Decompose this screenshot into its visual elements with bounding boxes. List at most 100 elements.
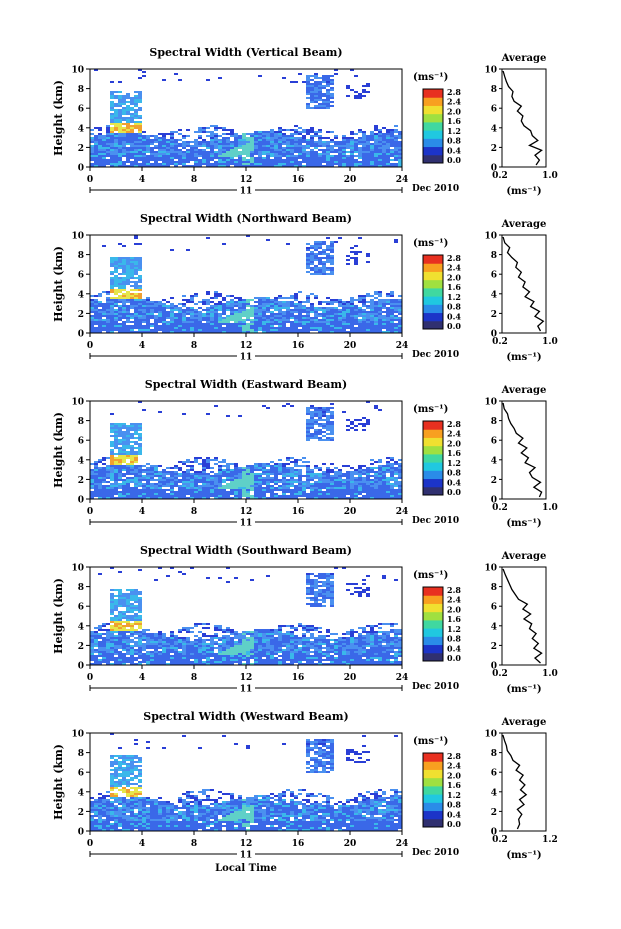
heatmap-cell: [130, 457, 134, 459]
heatmap-cell: [226, 463, 230, 465]
heatmap-cell: [290, 405, 294, 407]
heatmap-cell: [314, 497, 318, 499]
heatmap-cell: [322, 263, 326, 265]
heatmap-cell: [174, 497, 178, 499]
average-y-tick-label: 4: [491, 456, 497, 466]
heatmap-cell: [386, 155, 390, 157]
heatmap-cell: [286, 319, 290, 321]
heatmap-cell: [338, 141, 342, 143]
heatmap-cell: [382, 157, 386, 159]
heatmap-cell: [282, 467, 286, 469]
heatmap-cell: [114, 127, 118, 129]
heatmap-cell: [354, 163, 358, 165]
heatmap-cell: [262, 465, 266, 467]
heatmap-cell: [190, 487, 194, 489]
heatmap-cell: [182, 327, 186, 329]
heatmap-cell: [154, 157, 158, 159]
heatmap-cell: [318, 243, 322, 245]
heatmap-cell: [366, 161, 370, 163]
heatmap-cell: [306, 129, 310, 131]
heatmap-cell: [234, 469, 238, 471]
heatmap-cell: [118, 653, 122, 655]
heatmap-cell: [330, 301, 334, 303]
heatmap-cell: [174, 145, 178, 147]
heatmap-cell: [158, 141, 162, 143]
heatmap-cell: [158, 315, 162, 317]
heatmap-cell: [226, 163, 230, 165]
heatmap-cell: [142, 149, 146, 151]
heatmap-cell: [242, 321, 246, 323]
heatmap-cell: [118, 149, 122, 151]
heatmap-cell: [102, 321, 106, 323]
heatmap-cell: [286, 481, 290, 483]
heatmap-cell: [218, 331, 222, 333]
heatmap-cell: [262, 327, 266, 329]
heatmap-cell: [174, 153, 178, 155]
heatmap-cell: [290, 317, 294, 319]
heatmap-cell: [118, 299, 122, 301]
heatmap-cell: [130, 487, 134, 489]
heatmap-cell: [174, 165, 178, 167]
heatmap-cell: [314, 97, 318, 99]
heatmap-cell: [114, 623, 118, 625]
heatmap-cell: [330, 475, 334, 477]
heatmap-cell: [106, 663, 110, 665]
heatmap-cell: [350, 329, 354, 331]
heatmap-cell: [282, 149, 286, 151]
heatmap-cell: [358, 471, 362, 473]
heatmap-cell: [338, 325, 342, 327]
heatmap-cell: [138, 257, 142, 259]
heatmap-cell: [326, 273, 330, 275]
heatmap-cell: [162, 299, 166, 301]
heatmap-cell: [342, 321, 346, 323]
heatmap-cell: [366, 321, 370, 323]
heatmap-cell: [98, 165, 102, 167]
heatmap-cell: [330, 325, 334, 327]
heatmap-cell: [302, 307, 306, 309]
heatmap-cell: [326, 309, 330, 311]
heatmap-cell: [206, 319, 210, 321]
heatmap-cell: [182, 479, 186, 481]
heatmap-cell: [122, 305, 126, 307]
x-tick-label: 20: [344, 341, 357, 351]
colorbar-tick-label: 2.0: [447, 106, 461, 116]
heatmap-cell: [362, 485, 366, 487]
average-frame: [501, 68, 547, 168]
heatmap-cell: [374, 471, 378, 473]
heatmap-cell: [370, 323, 374, 325]
heatmap-cell: [98, 147, 102, 149]
heatmap-cell: [254, 159, 258, 161]
heatmap-cell: [150, 329, 154, 331]
heatmap-cell: [346, 263, 350, 265]
heatmap-cell: [114, 145, 118, 147]
heatmap-cell: [126, 317, 130, 319]
heatmap-cell: [114, 103, 118, 105]
colorbar-tick-label: 2.8: [447, 419, 461, 429]
heatmap-cell: [246, 155, 250, 157]
heatmap-cell: [190, 325, 194, 327]
heatmap-cell: [158, 301, 162, 303]
heatmap-cell: [102, 303, 106, 305]
heatmap-cell: [90, 481, 94, 483]
heatmap-cell: [154, 317, 158, 319]
heatmap-cell: [98, 129, 102, 131]
heatmap-cell: [362, 139, 366, 141]
heatmap-cell: [242, 159, 246, 161]
heatmap-cell: [354, 479, 358, 481]
heatmap-cell: [106, 467, 110, 469]
heatmap-cell: [174, 73, 178, 75]
heatmap-cell: [118, 101, 122, 103]
heatmap-cell: [370, 305, 374, 307]
heatmap-cell: [122, 443, 126, 445]
heatmap-cell: [378, 497, 382, 499]
heatmap-cell: [134, 149, 138, 151]
heatmap-cell: [234, 491, 238, 493]
heatmap-cell: [294, 471, 298, 473]
heatmap-cell: [138, 299, 142, 301]
y-tick-label: 6: [78, 437, 84, 447]
heatmap-cell: [370, 483, 374, 485]
heatmap-cell: [326, 479, 330, 481]
heatmap-cell: [114, 165, 118, 167]
heatmap-cell: [354, 329, 358, 331]
heatmap-cell: [246, 305, 250, 307]
